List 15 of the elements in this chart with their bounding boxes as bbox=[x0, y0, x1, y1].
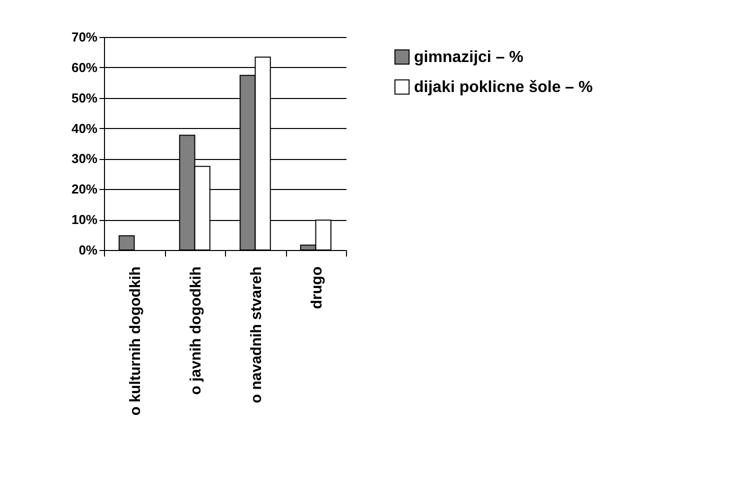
y-tick-label: 70% bbox=[71, 30, 98, 44]
y-tick-label: 50% bbox=[71, 90, 98, 106]
y-tick-label: 10% bbox=[71, 212, 98, 228]
x-tick-label: drugo bbox=[308, 266, 326, 309]
x-tick-label: o javnih dogodkih bbox=[187, 266, 204, 395]
x-tick-label: o navadnih stvareh bbox=[248, 266, 265, 404]
y-tick-label: 20% bbox=[71, 182, 98, 197]
y-tick-label: 0% bbox=[78, 242, 98, 258]
legend-label: dijaki poklicne šole – % bbox=[414, 79, 593, 96]
y-tick-label: 60% bbox=[71, 60, 98, 75]
y-tick-label: 40% bbox=[71, 120, 98, 136]
legend-label: gimnazijci – % bbox=[414, 49, 524, 66]
y-tick-label: 30% bbox=[71, 151, 98, 166]
bar bbox=[118, 235, 135, 250]
x-tick-label: o kulturnih dogodkih bbox=[126, 266, 144, 416]
